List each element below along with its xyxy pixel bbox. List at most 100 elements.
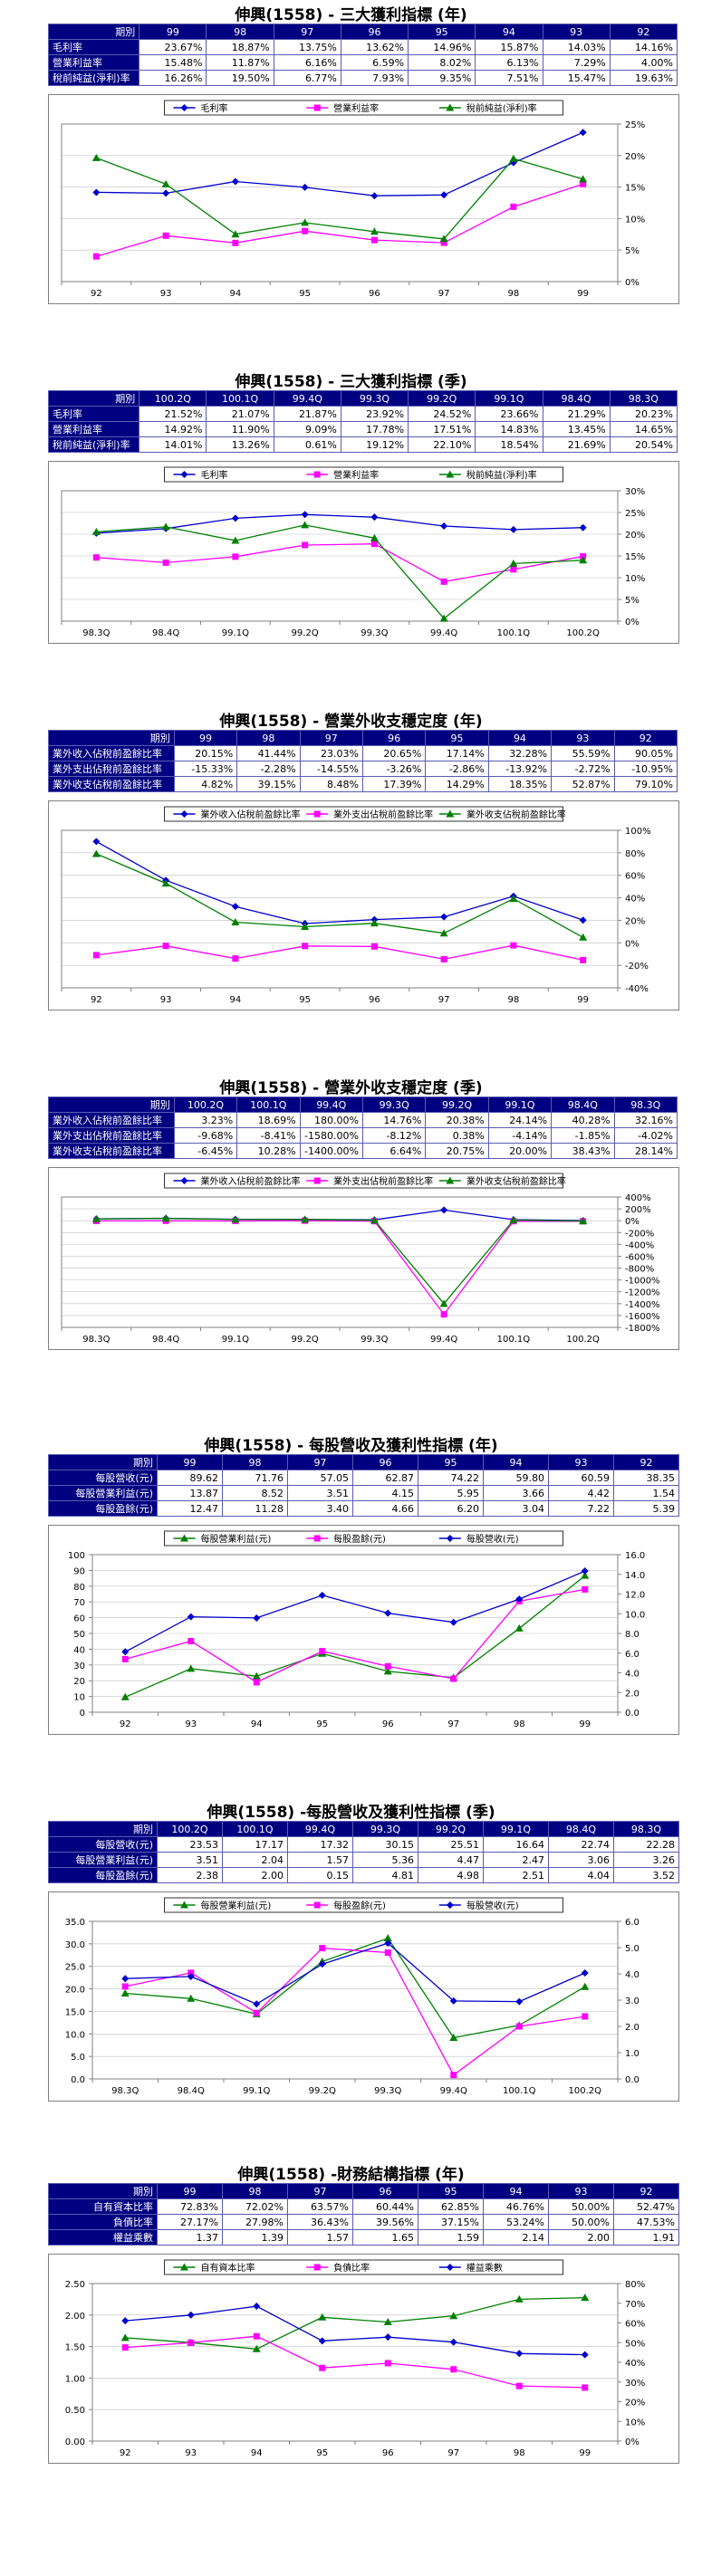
data-table: 期別 99 98 97 96 95 94 93 92 每股營收(元) 89.62 71.76 57.05…: [48, 1454, 679, 1517]
table-cell: 18.54%: [475, 436, 543, 453]
data-point: [301, 1215, 310, 1223]
series-3: [121, 1939, 589, 2008]
data-point: [252, 2344, 261, 2352]
line-chart: 毛利率 營業利益率 稅前純益(淨利)率 0% 5% 10% 15% 20% 25% 92 93 94 9…: [48, 94, 679, 304]
table-cell: 1.54: [613, 1485, 679, 1501]
row-label: 業外收支佔稅前盈餘比率: [48, 1143, 175, 1159]
x-tick-label: 93: [160, 995, 172, 1005]
x-tick-label: 94: [251, 1719, 263, 1729]
table-cell: 32.16%: [613, 1112, 678, 1128]
x-tick-label: 92: [91, 995, 102, 1005]
table-cell: 1.57: [287, 2229, 353, 2246]
table-cell: 14.83%: [475, 421, 543, 437]
table-cell: 3.26: [613, 1852, 679, 1868]
data-point: [161, 179, 170, 187]
right-axis-tick-label: 0%: [625, 618, 639, 627]
data-point: [515, 2350, 524, 2358]
table-cell: 24.14%: [487, 1112, 553, 1128]
data-point: [301, 923, 310, 931]
table-cell: -9.68%: [173, 1127, 238, 1144]
right-axis-tick-label: 8.0: [625, 1630, 639, 1640]
right-axis-tick-label: -1800%: [625, 1324, 660, 1334]
right-axis-tick-label: 0.0: [625, 2075, 639, 2085]
right-axis-tick-label: 4.0: [625, 1670, 639, 1680]
right-axis-tick-label: 5.0: [625, 1944, 639, 1954]
x-tick-label: 100.2Q: [569, 2086, 602, 2096]
period-column-header: 96: [352, 1454, 418, 1470]
right-axis-tick-label: -200%: [625, 1229, 654, 1239]
series-line: [96, 543, 583, 583]
data-point: [252, 1671, 261, 1680]
period-column-header: 94: [483, 2183, 549, 2199]
table-cell: 14.65%: [609, 421, 678, 437]
x-tick-label: 98: [508, 289, 520, 299]
table-cell: -3.26%: [361, 761, 427, 777]
right-axis-tick-label: 3.0: [625, 1997, 639, 2006]
series-line: [125, 2335, 585, 2389]
table-cell: 14.76%: [361, 1112, 427, 1128]
series-line: [96, 131, 583, 196]
table-row: 稅前純益(淨利)率 14.01% 13.26% 0.61% 19.12% 22.10% 18…: [47, 436, 678, 453]
right-axis-tick-label: 200%: [625, 1205, 651, 1215]
table-cell: 89.62: [157, 1470, 223, 1486]
x-tick-label: 98.3Q: [111, 2086, 139, 2096]
chart-svg: 每股營業利益(元) 每股盈餘(元) 每股營收(元) 0.0 1.0 2.0 3.0 4.0 5.…: [65, 1897, 639, 2096]
legend-marker: [180, 104, 188, 111]
period-column-header: 96: [352, 2183, 418, 2199]
data-point: [384, 1949, 391, 1957]
x-tick-label: 95: [299, 289, 311, 299]
data-point: [121, 1975, 130, 1983]
data-point: [515, 1997, 524, 2006]
data-point: [581, 1571, 590, 1579]
data-point: [301, 218, 310, 226]
period-header: 期別: [47, 24, 140, 40]
data-point: [253, 1679, 260, 1686]
legend-label: 毛利率: [201, 469, 228, 481]
series-3: [91, 1214, 588, 1307]
row-label: 每股營收(元): [48, 1470, 158, 1486]
right-axis-tick-label: -1200%: [625, 1288, 660, 1298]
x-tick-label: 99: [579, 1719, 591, 1729]
chart-legend: 業外收入佔稅前盈餘比率 業外支出佔稅前盈餘比率 業外收支佔稅前盈餘比率: [164, 806, 566, 822]
table-cell: 5.36: [352, 1852, 418, 1868]
legend-label: 每股盈餘(元): [333, 1900, 386, 1911]
period-column-header: 97: [287, 2183, 353, 2199]
data-point: [231, 1215, 240, 1223]
table-cell: 52.87%: [551, 776, 615, 792]
chart-legend: 毛利率 營業利益率 稅前純益(淨利)率: [164, 466, 563, 483]
data-point: [449, 2033, 458, 2041]
table-cell: 38.35: [613, 1470, 679, 1486]
data-point: [91, 1214, 101, 1222]
data-point: [581, 1982, 590, 1990]
legend-marker: [446, 2264, 454, 2271]
table-row: 毛利率 21.52% 21.07% 21.87% 23.92% 24.52% 23.66% 2…: [47, 406, 678, 422]
row-label: 每股營收(元): [48, 1836, 158, 1853]
table-cell: 3.06: [548, 1852, 614, 1868]
table-row: 營業利益率 15.48% 11.87% 6.16% 6.59% 8.02% 6.13% 7.2…: [47, 54, 678, 71]
series-line: [124, 1570, 586, 1652]
left-axis-tick-label: 80: [73, 1583, 85, 1593]
right-axis-tick-label: 16.0: [625, 1551, 645, 1561]
data-point: [509, 158, 517, 167]
table-cell: 46.76%: [483, 2198, 549, 2215]
table-cell: 9.35%: [408, 70, 476, 86]
period-header: 期別: [48, 730, 175, 746]
chart-svg: 毛利率 營業利益率 稅前純益(淨利)率 0% 5% 10% 15% 20% 25% 30% 98.3…: [61, 466, 645, 638]
data-point: [581, 1969, 589, 1977]
period-column-header: 100.1Q: [222, 1821, 288, 1837]
legend-label: 每股營業利益(元): [201, 1533, 272, 1545]
data-point: [161, 879, 170, 887]
table-cell: 19.12%: [340, 436, 409, 453]
series-line: [96, 944, 583, 961]
x-tick-label: 97: [438, 995, 450, 1005]
table-row: 營業利益率 14.92% 11.90% 9.09% 17.78% 17.51% 14.83%…: [47, 421, 678, 437]
table-cell: 4.04: [548, 1867, 614, 1883]
data-point: [120, 1692, 130, 1700]
data-point: [579, 129, 587, 137]
period-column-header: 99.1Q: [475, 390, 543, 407]
data-point: [319, 1945, 326, 1952]
table-cell: 6.59%: [340, 54, 409, 71]
right-axis-tick-label: 5%: [625, 596, 639, 606]
table-cell: 38.43%: [551, 1143, 615, 1159]
data-point: [440, 1311, 447, 1318]
